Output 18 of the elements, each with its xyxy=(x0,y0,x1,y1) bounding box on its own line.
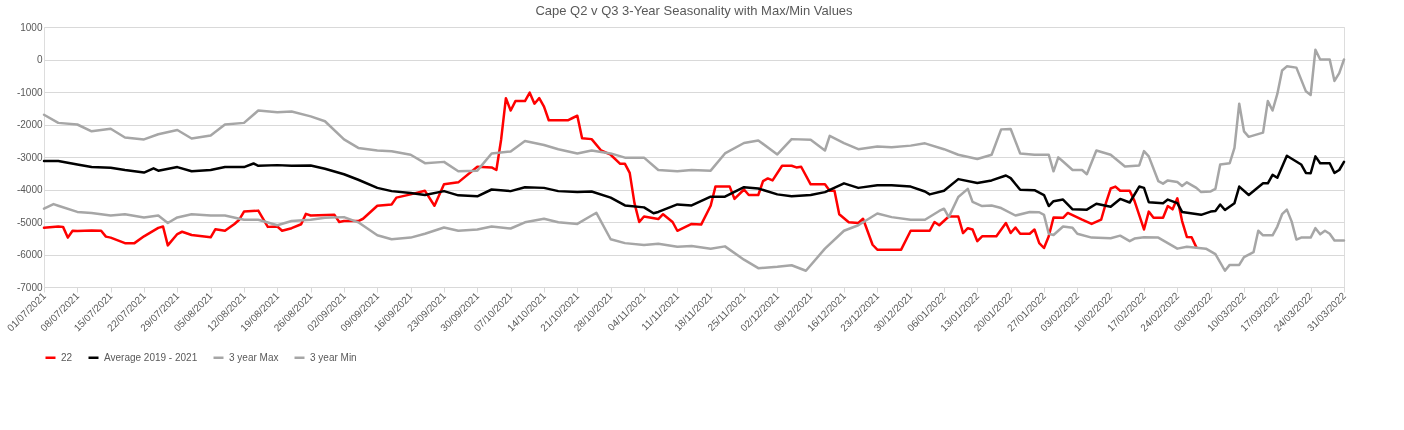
line-series xyxy=(42,154,1346,217)
y-tick-label: -2000 xyxy=(16,119,43,130)
legend-label: 3 year Max xyxy=(229,351,279,363)
y-tick-label: -3000 xyxy=(16,151,43,163)
legend-label: Average 2019 - 2021 xyxy=(104,351,198,363)
legend-label: 22 xyxy=(61,351,73,363)
legend-label: 3 year Min xyxy=(310,351,357,363)
y-tick-label: 0 xyxy=(36,54,43,65)
y-tick-label: -5000 xyxy=(16,216,43,228)
y-tick-label: -1000 xyxy=(16,86,43,98)
y-tick-label: -6000 xyxy=(16,249,43,260)
line-series xyxy=(42,91,1198,251)
line-series xyxy=(42,187,1346,272)
chart-title: Cape Q2 v Q3 3-Year Seasonality with Max/Min Values xyxy=(535,3,854,18)
line-series xyxy=(42,48,1346,194)
y-tick-label: 1000 xyxy=(20,21,43,33)
y-tick-label: -7000 xyxy=(16,281,43,293)
y-tick-label: -4000 xyxy=(16,184,43,195)
